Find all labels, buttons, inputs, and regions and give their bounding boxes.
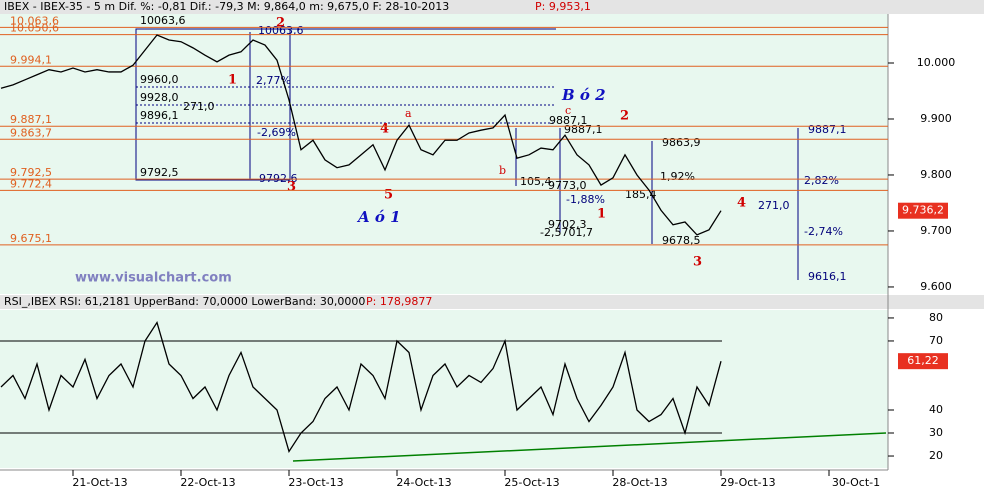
drawing-tools bbox=[135, 28, 799, 280]
annotation: 9928,0 bbox=[140, 91, 179, 104]
annotation: -2,5701,7 bbox=[540, 226, 593, 239]
y-tick-label: 9.600 bbox=[920, 280, 952, 293]
annotation: 185,4 bbox=[625, 188, 657, 201]
x-tick-label: 24-Oct-13 bbox=[396, 476, 451, 489]
last-value-tag bbox=[898, 353, 948, 370]
x-tick-label: 22-Oct-13 bbox=[180, 476, 235, 489]
annotation: 9792,6 bbox=[259, 172, 298, 185]
annotation: 9616,1 bbox=[808, 270, 847, 283]
annotation: B ó 2 bbox=[561, 86, 606, 104]
annotation: 9887,1 bbox=[549, 114, 588, 127]
x-tick-label: 28-Oct-13 bbox=[612, 476, 667, 489]
price-header-bar bbox=[0, 0, 984, 14]
annotation: 9887,1 bbox=[808, 123, 847, 136]
y-tick-label: 30 bbox=[929, 426, 943, 439]
y-tick-label: 20 bbox=[929, 449, 943, 462]
annotation: 271,0 bbox=[758, 199, 790, 212]
level-label: 9.675,1 bbox=[10, 232, 52, 245]
level-label: 10.063,6 bbox=[10, 14, 59, 27]
annotation: 271,0 bbox=[183, 100, 215, 113]
y-tick-label: 70 bbox=[929, 334, 943, 347]
x-tick-label: 25-Oct-13 bbox=[504, 476, 559, 489]
x-tick-label: 30-Oct-1 bbox=[832, 476, 880, 489]
x-tick-label: 29-Oct-13 bbox=[720, 476, 775, 489]
rsi-panel bbox=[0, 310, 888, 468]
annotation: 9678,5 bbox=[662, 234, 701, 247]
annotation: c bbox=[565, 104, 571, 117]
y-tick-label: 80 bbox=[929, 311, 943, 324]
annotation: -2,74% bbox=[804, 225, 843, 238]
last-value-label: 9.736,2 bbox=[902, 204, 944, 217]
last-value-label: 61,22 bbox=[907, 354, 939, 367]
annotation: b bbox=[499, 164, 506, 177]
x-tick-label: 21-Oct-13 bbox=[72, 476, 127, 489]
y-tick-label: 40 bbox=[929, 403, 943, 416]
annotation: 1 bbox=[228, 73, 237, 88]
level-label: 9.772,4 bbox=[10, 177, 52, 190]
annotation: 3 bbox=[693, 255, 702, 270]
annotation: 5 bbox=[384, 188, 393, 203]
level-label: 9.887,1 bbox=[10, 113, 52, 126]
annotation: 9896,1 bbox=[140, 109, 179, 122]
annotation: 2 bbox=[276, 16, 285, 31]
annotation: 9702,3 bbox=[548, 218, 587, 231]
annotation: 1,92% bbox=[660, 170, 695, 183]
annotation: 2,82% bbox=[804, 174, 839, 187]
level-label: 10.050,6 bbox=[10, 22, 59, 35]
level-label: 9.792,5 bbox=[10, 166, 52, 179]
rsi-trendline bbox=[292, 432, 887, 462]
price-header-p: P: 9,953,1 bbox=[535, 0, 591, 13]
annotation: 9863,9 bbox=[662, 136, 701, 149]
annotation: 4 bbox=[380, 122, 389, 137]
annotation: 9773,0 bbox=[548, 179, 587, 192]
x-tick-label: 23-Oct-13 bbox=[288, 476, 343, 489]
annotation: 9792,5 bbox=[140, 166, 179, 179]
annotation: 2,77% bbox=[256, 74, 291, 87]
annotation: 4 bbox=[737, 196, 746, 211]
watermark: www.visualchart.com bbox=[75, 271, 232, 286]
annotation: a bbox=[405, 107, 412, 120]
rsi-header: RSI_,IBEX RSI: 61,2181 UpperBand: 70,000… bbox=[4, 295, 365, 308]
y-tick-label: 9.700 bbox=[920, 224, 952, 237]
annotation: 1 bbox=[597, 207, 606, 222]
price-header: IBEX - IBEX-35 - 5 m Dif. %: -0,81 Dif.:… bbox=[4, 0, 449, 13]
annotation: A ó 1 bbox=[356, 208, 401, 226]
y-tick-label: 9.900 bbox=[920, 112, 952, 125]
annotation: 10063,6 bbox=[140, 14, 186, 27]
level-label: 9.994,1 bbox=[10, 53, 52, 66]
annotation: -1,88% bbox=[566, 193, 605, 206]
annotation: 105,4 bbox=[520, 175, 552, 188]
rsi-header-bar bbox=[0, 295, 984, 309]
y-tick-label: 9.800 bbox=[920, 168, 952, 181]
annotation: 2 bbox=[620, 109, 629, 124]
last-value-tag bbox=[898, 202, 948, 219]
y-tick-label: 10.000 bbox=[917, 56, 956, 69]
price-line bbox=[0, 321, 722, 453]
price-panel bbox=[0, 14, 888, 294]
rsi-header-p: P: 178,9877 bbox=[366, 295, 432, 308]
annotation: 9960,0 bbox=[140, 73, 179, 86]
annotation: -2,69% bbox=[257, 126, 296, 139]
annotation: 3 bbox=[287, 180, 296, 195]
annotation: 9887,1 bbox=[564, 123, 603, 136]
price-line bbox=[0, 34, 722, 236]
level-label: 9.863,7 bbox=[10, 126, 52, 139]
